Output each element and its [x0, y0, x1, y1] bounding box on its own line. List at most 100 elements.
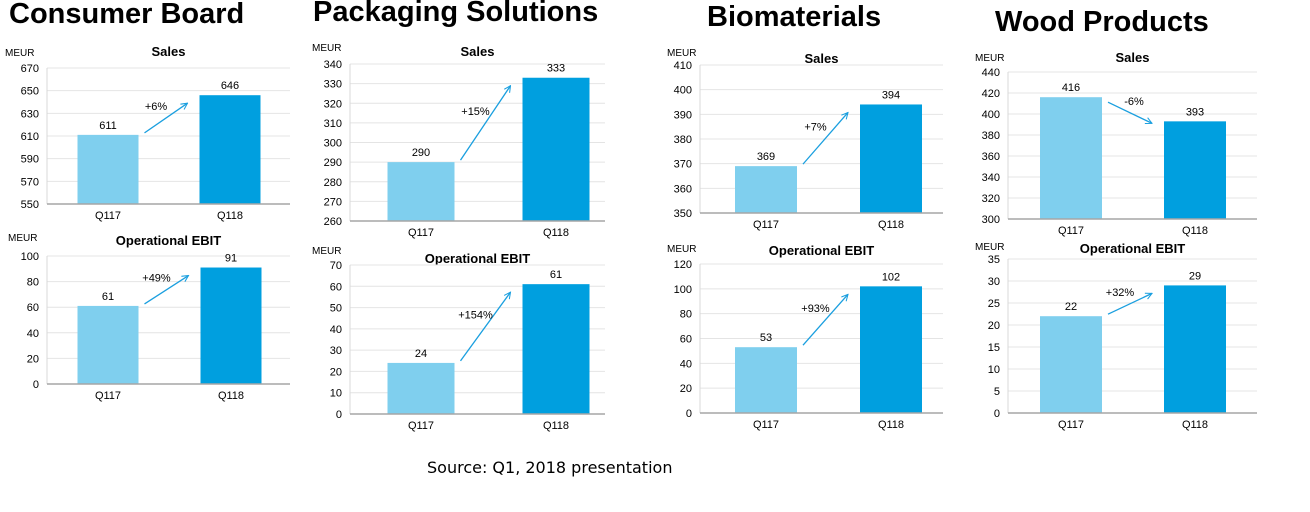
- y-tick-label: 80: [27, 277, 39, 289]
- x-tick-label: Q117: [408, 227, 434, 239]
- change-arrow: [459, 86, 511, 161]
- x-tick-label: Q118: [217, 210, 243, 222]
- y-tick-label: 260: [324, 216, 342, 228]
- chart-title: Operational EBIT: [425, 251, 531, 266]
- unit-label: MEUR: [8, 233, 37, 244]
- change-label: -6%: [1124, 96, 1144, 108]
- chart-6: MEUR Operational EBIT 0 20 40 60 80 100 120 53 Q11…: [667, 243, 943, 431]
- x-tick-label: Q118: [543, 227, 569, 239]
- data-label: 61: [550, 269, 562, 281]
- bar-Q117: [77, 134, 139, 204]
- y-tick-label: 270: [324, 196, 342, 208]
- y-tick-label: 310: [324, 118, 342, 130]
- y-tick-label: 60: [330, 281, 342, 293]
- data-label: 611: [99, 120, 117, 132]
- x-tick-label: Q117: [1058, 419, 1084, 431]
- unit-label: MEUR: [667, 48, 696, 59]
- chart-title: Sales: [461, 44, 495, 59]
- y-tick-label: 550: [21, 199, 39, 211]
- bar-Q117: [735, 347, 797, 413]
- y-tick-label: 290: [324, 157, 342, 169]
- x-tick-label: Q118: [218, 390, 244, 402]
- unit-label: MEUR: [975, 242, 1004, 253]
- y-tick-label: 350: [674, 208, 692, 220]
- change-label: +32%: [1106, 287, 1135, 299]
- bar-Q118: [1164, 285, 1226, 413]
- chart-1: MEUR Sales 550 570 590 610 630 650 670 611 Q117 646…: [5, 44, 290, 222]
- x-tick-label: Q117: [95, 390, 121, 402]
- y-tick-label: 360: [982, 151, 1000, 163]
- y-tick-label: 50: [330, 303, 342, 315]
- x-tick-label: Q118: [543, 420, 569, 432]
- y-tick-label: 570: [21, 176, 39, 188]
- bar-Q118: [522, 284, 590, 414]
- x-tick-label: Q117: [753, 419, 779, 431]
- data-label: 416: [1062, 82, 1080, 94]
- change-label: +7%: [804, 121, 827, 133]
- data-label: 333: [547, 63, 565, 75]
- y-tick-label: 370: [674, 159, 692, 171]
- y-tick-label: 610: [21, 131, 39, 143]
- y-tick-label: 440: [982, 67, 1000, 79]
- y-tick-label: 630: [21, 108, 39, 120]
- change-arrow: [1107, 101, 1152, 123]
- y-tick-label: 670: [21, 63, 39, 75]
- chart-title: Operational EBIT: [769, 243, 875, 258]
- bar-Q117: [387, 362, 455, 414]
- chart-2: MEUR Operational EBIT 0 20 40 60 80 100 61 Q117 91…: [8, 233, 290, 402]
- bar-Q118: [860, 286, 922, 413]
- x-tick-label: Q117: [95, 210, 121, 222]
- y-tick-label: 40: [330, 324, 342, 336]
- data-label: 102: [882, 271, 900, 283]
- change-arrow: [802, 294, 848, 346]
- x-tick-label: Q118: [878, 219, 904, 231]
- data-label: 29: [1189, 270, 1201, 282]
- y-tick-label: 35: [988, 254, 1000, 266]
- x-tick-label: Q118: [1182, 419, 1208, 431]
- y-tick-label: 340: [982, 172, 1000, 184]
- bar-Q117: [77, 305, 139, 384]
- y-tick-label: 360: [674, 183, 692, 195]
- chart-title: Operational EBIT: [1080, 241, 1186, 256]
- y-tick-label: 300: [324, 138, 342, 150]
- y-tick-label: 100: [21, 251, 39, 263]
- chart-title: Sales: [1116, 50, 1150, 65]
- change-label: +6%: [145, 101, 168, 113]
- y-tick-label: 80: [680, 309, 692, 321]
- data-label: 53: [760, 332, 772, 344]
- y-tick-label: 5: [994, 386, 1000, 398]
- y-tick-label: 60: [27, 302, 39, 314]
- x-tick-label: Q117: [1058, 225, 1084, 237]
- bar-Q117: [387, 162, 455, 221]
- change-arrow: [144, 103, 188, 134]
- change-arrow: [802, 112, 848, 165]
- y-tick-label: 320: [982, 193, 1000, 205]
- change-label: +49%: [142, 273, 171, 285]
- chart-title: Operational EBIT: [116, 233, 222, 248]
- change-label: +93%: [801, 303, 830, 315]
- x-tick-label: Q118: [878, 419, 904, 431]
- unit-label: MEUR: [975, 53, 1004, 64]
- data-label: 24: [415, 348, 427, 360]
- change-arrow: [1107, 293, 1152, 315]
- data-label: 646: [221, 80, 239, 92]
- y-tick-label: 10: [988, 364, 1000, 376]
- y-tick-label: 20: [680, 383, 692, 395]
- chart-8: MEUR Operational EBIT 0 5 10 15 20 25 30 35 22 Q117…: [975, 241, 1257, 431]
- change-label: +15%: [461, 106, 490, 118]
- y-tick-label: 15: [988, 342, 1000, 354]
- bar-Q117: [1040, 316, 1102, 413]
- segment-title-wood-products: Wood Products: [995, 6, 1209, 38]
- chart-3: MEUR Sales 260 270 280 290 300 310 320 330 340 290 Q…: [312, 43, 605, 239]
- unit-label: MEUR: [312, 246, 341, 257]
- unit-label: MEUR: [5, 48, 34, 59]
- y-tick-label: 30: [330, 345, 342, 357]
- y-tick-label: 380: [674, 134, 692, 146]
- data-label: 290: [412, 147, 430, 159]
- data-label: 91: [225, 253, 237, 265]
- segment-title-consumer-board: Consumer Board: [9, 0, 245, 30]
- segment-title-biomaterials: Biomaterials: [707, 1, 882, 33]
- y-tick-label: 30: [988, 276, 1000, 288]
- y-tick-label: 590: [21, 154, 39, 166]
